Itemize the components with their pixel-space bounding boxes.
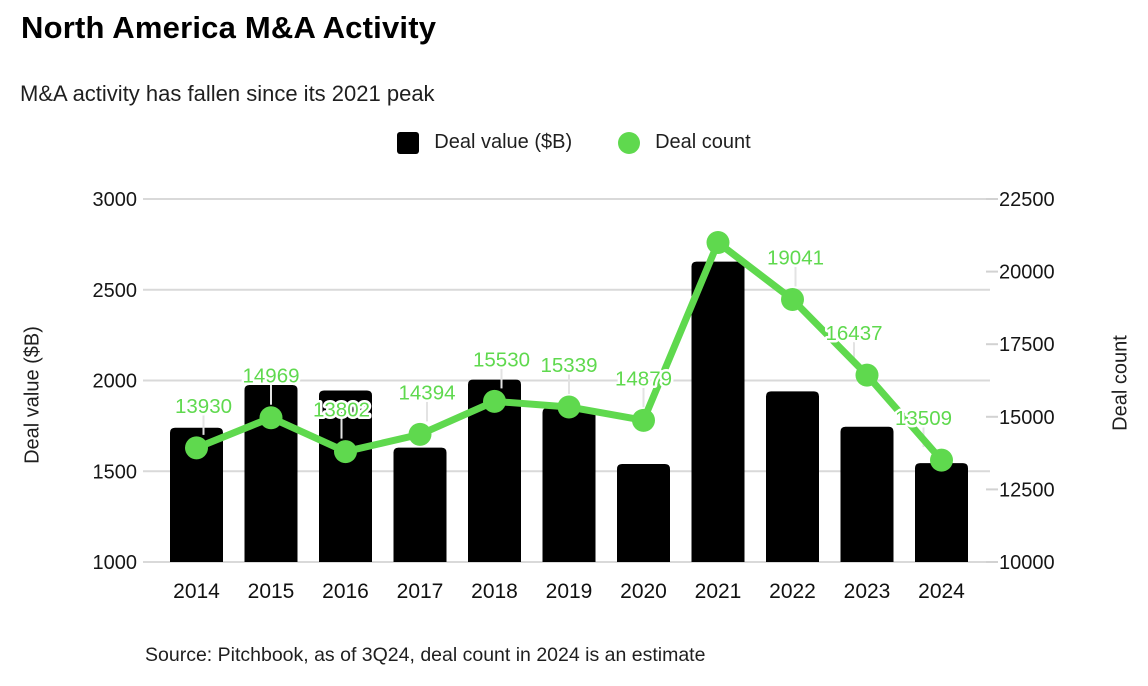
bar-2018 xyxy=(468,379,521,562)
point-label-2015: 14969 xyxy=(242,365,299,388)
right-axis-tick: 20000 xyxy=(999,262,1055,284)
point-2019 xyxy=(557,395,581,419)
point-2020 xyxy=(632,408,655,432)
legend-label-deal-count: Deal count xyxy=(655,131,751,153)
left-axis-tick: 1500 xyxy=(93,461,138,483)
point-2021 xyxy=(706,231,730,255)
left-axis-tick: 1000 xyxy=(93,552,138,574)
x-axis-tick: 2024 xyxy=(918,580,965,603)
bar-2023 xyxy=(840,426,894,562)
x-axis-tick: 2014 xyxy=(173,580,220,603)
source-note: Source: Pitchbook, as of 3Q24, deal coun… xyxy=(145,644,706,666)
legend: Deal value ($B) Deal count xyxy=(0,131,1148,154)
point-2022 xyxy=(781,287,804,311)
right-axis-tick: 22500 xyxy=(999,189,1055,211)
bar-2014 xyxy=(170,427,223,562)
bar-2017 xyxy=(393,447,447,562)
bar-2016 xyxy=(319,390,372,562)
chart-subtitle: M&A activity has fallen since its 2021 p… xyxy=(20,81,435,106)
left-axis-tick: 2000 xyxy=(93,371,138,393)
x-axis-tick: 2021 xyxy=(695,580,742,603)
point-label-2017: 14394 xyxy=(398,381,455,404)
right-axis-tick: 12500 xyxy=(999,479,1055,501)
legend-item-deal-count: Deal count xyxy=(618,131,751,154)
point-2014 xyxy=(185,436,208,460)
point-2017 xyxy=(408,422,432,446)
x-axis-tick: 2018 xyxy=(471,580,518,603)
x-axis-tick: 2020 xyxy=(620,580,667,603)
x-axis-tick: 2017 xyxy=(397,580,444,603)
point-2024 xyxy=(930,448,953,472)
bar-2024 xyxy=(915,463,968,562)
bar-series-swatch-icon xyxy=(397,131,420,154)
chart-title: North America M&A Activity xyxy=(21,10,437,45)
x-axis-tick: 2015 xyxy=(248,580,295,603)
point-label-2019: 15339 xyxy=(540,354,597,377)
point-2016 xyxy=(334,440,357,464)
right-axis-tick: 17500 xyxy=(999,334,1055,356)
x-axis-tick: 2022 xyxy=(769,580,816,603)
legend-item-deal-value: Deal value ($B) xyxy=(397,131,572,154)
bar-2015 xyxy=(244,385,298,562)
point-label-2023: 16437 xyxy=(825,322,882,345)
bars-group xyxy=(170,261,968,562)
right-axis-tick: 15000 xyxy=(999,407,1055,429)
point-label-2020: 14879 xyxy=(615,367,672,390)
point-label-2014: 13930 xyxy=(175,395,232,418)
bar-2021 xyxy=(691,261,745,562)
right-axis-tick: 10000 xyxy=(999,552,1055,574)
left-axis-tick: 3000 xyxy=(93,189,138,211)
left-axis-tick: 2500 xyxy=(93,280,138,302)
x-axis-tick: 2016 xyxy=(322,580,369,603)
left-axis-title: Deal value ($B) xyxy=(21,326,44,464)
bar-2022 xyxy=(766,391,819,562)
bar-2020 xyxy=(617,463,670,562)
right-axis-title: Deal count xyxy=(1109,335,1132,431)
point-2015 xyxy=(259,406,283,430)
point-label-2016: 13802 xyxy=(313,399,370,422)
x-axis-tick: 2019 xyxy=(546,580,593,603)
point-label-2018: 15530 xyxy=(473,348,530,371)
legend-label-deal-value: Deal value ($B) xyxy=(434,131,573,153)
point-label-2022: 19041 xyxy=(767,246,824,269)
axis-tick-labels: 3000 2500 2000 1500 1000 22500 20000 17500 15000… xyxy=(93,189,1055,603)
x-axis-tick: 2023 xyxy=(844,580,891,603)
point-label-2024: 13509 xyxy=(895,407,952,430)
deal-count-markers xyxy=(185,231,953,472)
point-2023 xyxy=(855,363,879,387)
line-series-swatch-icon xyxy=(618,131,641,154)
point-labels: 13930 14969 13802 14394 15530 15339 14879 19041… xyxy=(172,244,954,433)
bar-2019 xyxy=(542,407,596,562)
point-2018 xyxy=(483,389,506,413)
